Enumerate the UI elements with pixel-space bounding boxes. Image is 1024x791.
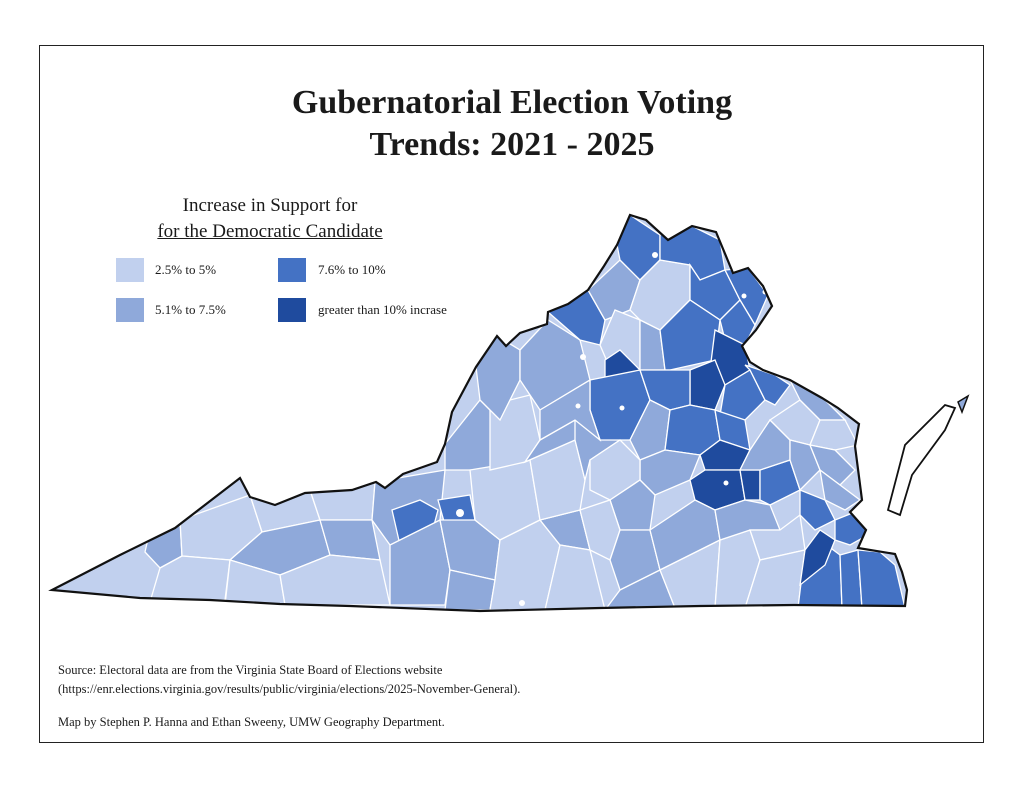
map-title: Gubernatorial Election Voting Trends: 20… bbox=[0, 82, 1024, 166]
legend-label-2-5-to-5: 2.5% to 5% bbox=[155, 262, 217, 277]
legend-label-5-1-to-7-5: 5.1% to 7.5% bbox=[155, 302, 226, 317]
legend-swatch-7-6-to-10 bbox=[278, 258, 306, 282]
map-frame bbox=[39, 45, 984, 743]
legend-swatch-2-5-to-5 bbox=[116, 258, 144, 282]
title-line-1: Gubernatorial Election Voting bbox=[291, 84, 733, 121]
source-line-2: (https://enr.elections.virginia.gov/resu… bbox=[58, 682, 521, 696]
legend-swatch-greater-than-10 bbox=[278, 298, 306, 322]
map-credit: Map by Stephen P. Hanna and Ethan Sweeny… bbox=[58, 715, 445, 729]
legend-swatch-5-1-to-7-5 bbox=[116, 298, 144, 322]
legend-title: Increase in Support for for the Democrat… bbox=[120, 193, 420, 245]
legend-label-7-6-to-10: 7.6% to 10% bbox=[318, 262, 386, 277]
legend-label-greater-than-10: greater than 10% incrase bbox=[318, 302, 447, 317]
title-line-2: Trends: 2021 - 2025 bbox=[369, 126, 655, 163]
credits-block: Source: Electoral data are from the Virg… bbox=[58, 661, 520, 732]
legend-title-line-1: Increase in Support for bbox=[182, 195, 358, 216]
legend-title-line-2: for the Democratic Candidate bbox=[157, 221, 383, 242]
source-line-1: Source: Electoral data are from the Virg… bbox=[58, 663, 443, 677]
